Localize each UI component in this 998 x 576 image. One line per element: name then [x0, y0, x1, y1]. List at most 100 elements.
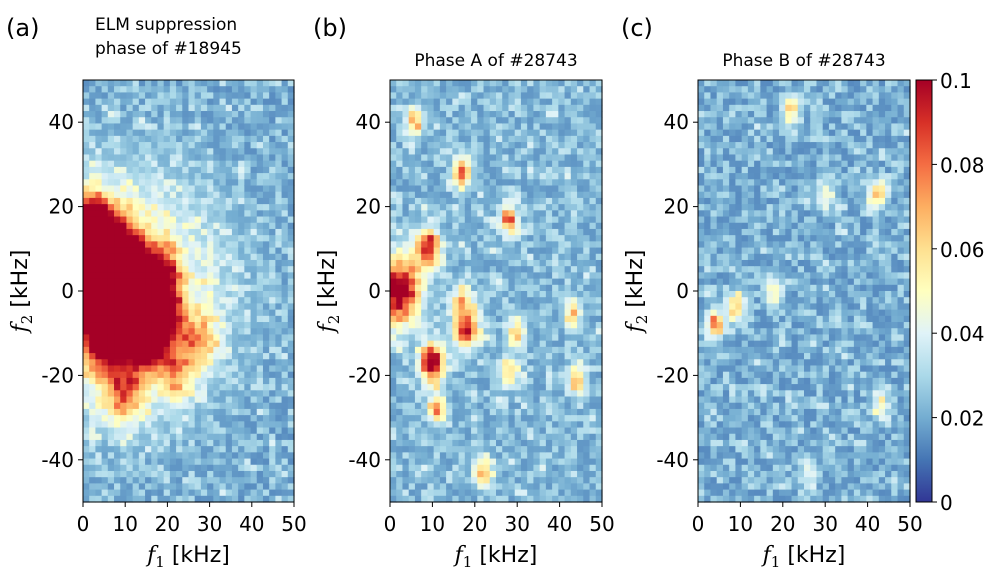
heatmap-cell: [570, 291, 578, 298]
heatmap-cell: [194, 197, 202, 205]
heatmap-cell: [107, 297, 115, 305]
heatmap-cell: [120, 377, 128, 385]
heatmap-cell: [539, 191, 547, 199]
heatmap-cell: [207, 111, 214, 118]
heatmap-cell: [182, 247, 190, 255]
heatmap-cell: [238, 253, 245, 261]
heatmap-cell: [489, 135, 497, 143]
heatmap-cell: [558, 216, 566, 224]
heatmap-cell: [396, 495, 404, 503]
heatmap-cell: [552, 477, 559, 484]
heatmap-cell: [433, 458, 441, 466]
heatmap-cell: [225, 291, 233, 298]
heatmap-cell: [126, 346, 134, 354]
heatmap-cell: [250, 377, 258, 385]
heatmap-cell: [207, 142, 214, 149]
heatmap-cell: [564, 396, 572, 404]
heatmap-cell: [433, 365, 441, 373]
heatmap-cell: [390, 297, 397, 305]
heatmap-cell: [558, 142, 566, 149]
heatmap-cell: [527, 353, 535, 360]
heatmap-cell: [219, 173, 227, 180]
heatmap-cell: [231, 185, 239, 193]
heatmap-cell: [151, 166, 159, 174]
heatmap-cell: [275, 123, 283, 131]
heatmap-cell: [244, 173, 252, 180]
heatmap-cell: [138, 309, 146, 317]
heatmap-cell: [269, 483, 276, 491]
heatmap-cell: [439, 322, 447, 329]
heatmap-cell: [287, 86, 295, 94]
heatmap-cell: [402, 433, 410, 441]
heatmap-cell: [219, 241, 227, 249]
heatmap-cell: [132, 452, 140, 460]
heatmap-cell: [595, 228, 603, 236]
heatmap-cell: [151, 197, 159, 205]
heatmap-cell: [89, 173, 97, 180]
heatmap-cell: [564, 204, 572, 211]
heatmap-cell: [275, 111, 283, 118]
heatmap-cell: [244, 160, 252, 168]
heatmap-cell: [508, 272, 516, 280]
heatmap-cell: [225, 384, 233, 391]
heatmap-cell: [262, 80, 270, 87]
heatmap-cell: [244, 365, 252, 373]
heatmap-cell: [471, 197, 478, 205]
heatmap-cell: [145, 266, 152, 273]
heatmap-cell: [396, 470, 404, 478]
heatmap-cell: [176, 439, 183, 447]
heatmap-cell: [710, 253, 718, 261]
heatmap-cell: [496, 241, 503, 249]
heatmap-cell: [564, 353, 572, 360]
heatmap-cell: [520, 259, 528, 267]
heatmap-cell: [132, 334, 140, 342]
heatmap-cell: [502, 402, 510, 410]
heatmap-cell: [496, 173, 503, 180]
heatmap-cell: [589, 371, 597, 379]
heatmap-cell: [508, 328, 516, 336]
heatmap-cell: [281, 135, 289, 143]
heatmap-cell: [589, 396, 597, 404]
heatmap-cell: [514, 334, 522, 342]
heatmap-cell: [114, 278, 121, 286]
heatmap-cell: [446, 340, 453, 348]
heatmap-cell: [107, 222, 115, 230]
heatmap-cell: [477, 123, 485, 131]
heatmap-cell: [281, 253, 289, 261]
heatmap-cell: [275, 446, 283, 453]
heatmap-cell: [182, 123, 190, 131]
heatmap-cell: [213, 483, 221, 491]
heatmap-cell: [188, 439, 196, 447]
heatmap-cell: [287, 328, 295, 336]
heatmap-cell: [250, 135, 258, 143]
heatmap-cell: [182, 111, 190, 118]
heatmap-cell: [182, 98, 190, 106]
heatmap-cell: [157, 142, 165, 149]
heatmap-cell: [570, 86, 578, 94]
heatmap-cell: [502, 154, 510, 162]
heatmap-cell: [446, 154, 453, 162]
heatmap-cell: [527, 129, 535, 137]
heatmap-cell: [508, 154, 516, 162]
heatmap-cell: [427, 197, 435, 205]
heatmap-cell: [238, 328, 245, 336]
heatmap-cell: [225, 427, 233, 435]
heatmap-cell: [281, 160, 289, 168]
heatmap-cell: [207, 371, 214, 379]
heatmap-cell: [446, 315, 453, 323]
heatmap-cell: [502, 439, 510, 447]
heatmap-cell: [471, 247, 478, 255]
heatmap-cell: [502, 377, 510, 385]
heatmap-cell: [151, 185, 159, 193]
heatmap-cell: [452, 241, 460, 249]
heatmap-cell: [262, 489, 270, 497]
heatmap-cell: [508, 297, 516, 305]
heatmap-cell: [269, 458, 276, 466]
heatmap-cell: [716, 191, 724, 199]
heatmap-cell: [95, 160, 103, 168]
heatmap-cell: [502, 291, 510, 298]
heatmap-cell: [477, 173, 485, 180]
heatmap-cell: [225, 111, 233, 118]
heatmap-cell: [489, 396, 497, 404]
heatmap-cell: [163, 427, 171, 435]
